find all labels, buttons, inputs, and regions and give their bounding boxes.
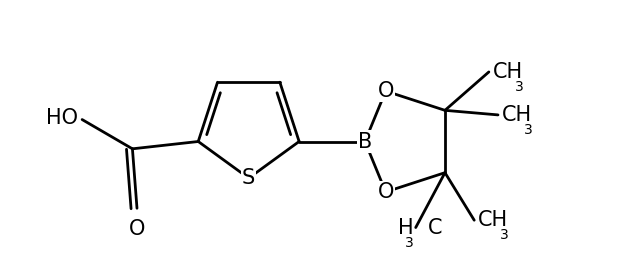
Text: HO: HO [45, 108, 77, 128]
Text: 3: 3 [515, 80, 524, 94]
Text: O: O [378, 182, 394, 202]
Text: CH: CH [493, 62, 523, 82]
Text: CH: CH [502, 105, 532, 125]
Text: CH: CH [478, 210, 508, 230]
Text: H: H [398, 218, 414, 238]
Text: S: S [242, 168, 255, 188]
Text: O: O [129, 219, 145, 239]
Text: 3: 3 [524, 123, 532, 137]
Text: 3: 3 [500, 229, 509, 242]
Text: O: O [378, 81, 394, 101]
Text: B: B [358, 132, 372, 152]
Text: C: C [428, 218, 442, 238]
Text: 3: 3 [404, 236, 413, 250]
